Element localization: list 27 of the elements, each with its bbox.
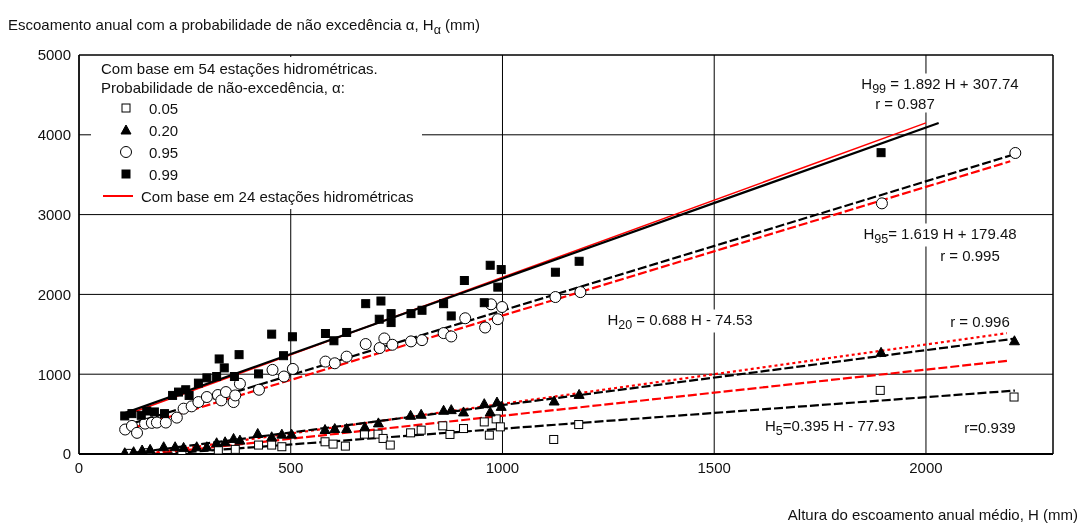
- annotation: H$_{5}$=0.395 H - 77.93: [761, 415, 899, 439]
- legend-title: Com base em 54 estações hidrométricas. Probabilidade de não-excedência, α:: [101, 59, 379, 97]
- legend-label: Com base em 24 estações hidrométricas: [141, 186, 414, 206]
- y-tick-label: 4000: [37, 126, 71, 144]
- legend-label: 0.20: [149, 120, 179, 140]
- y-tick-label: 5000: [37, 46, 71, 64]
- annotation: r = 0.996: [946, 311, 1014, 331]
- x-tick-label: 1500: [697, 458, 731, 476]
- y-tick-label: 2000: [37, 285, 71, 303]
- annotation: r=0.939: [960, 417, 1020, 437]
- legend-label: 0.95: [149, 142, 179, 162]
- annotation: H$_{95}$= 1.619 H + 179.48: [859, 223, 1021, 247]
- y-tick-label: 1000: [37, 365, 71, 383]
- annotation: H$_{20}$ = 0.688 H - 74.53: [603, 309, 757, 333]
- y-axis-title: Escoamento anual com a probabilidade de não excedência α, H$_{α}$ (mm): [8, 16, 481, 37]
- y-tick-label: 3000: [37, 205, 71, 223]
- legend-label: 0.99: [149, 164, 179, 184]
- annotation: r = 0.987: [871, 93, 939, 113]
- x-tick-label: 0: [74, 458, 84, 476]
- legend-label: 0.05: [149, 98, 179, 118]
- x-tick-label: 500: [278, 458, 304, 476]
- annotation: H$_{99}$ = 1.892 H + 307.74: [861, 74, 1019, 96]
- x-axis-title: Altura do escoamento anual médio, H (mm): [787, 506, 1078, 523]
- y-tick-label: 0: [62, 445, 71, 463]
- x-tick-label: 2000: [909, 458, 943, 476]
- annotation: r = 0.995: [936, 245, 1004, 265]
- x-tick-label: 1000: [485, 458, 520, 476]
